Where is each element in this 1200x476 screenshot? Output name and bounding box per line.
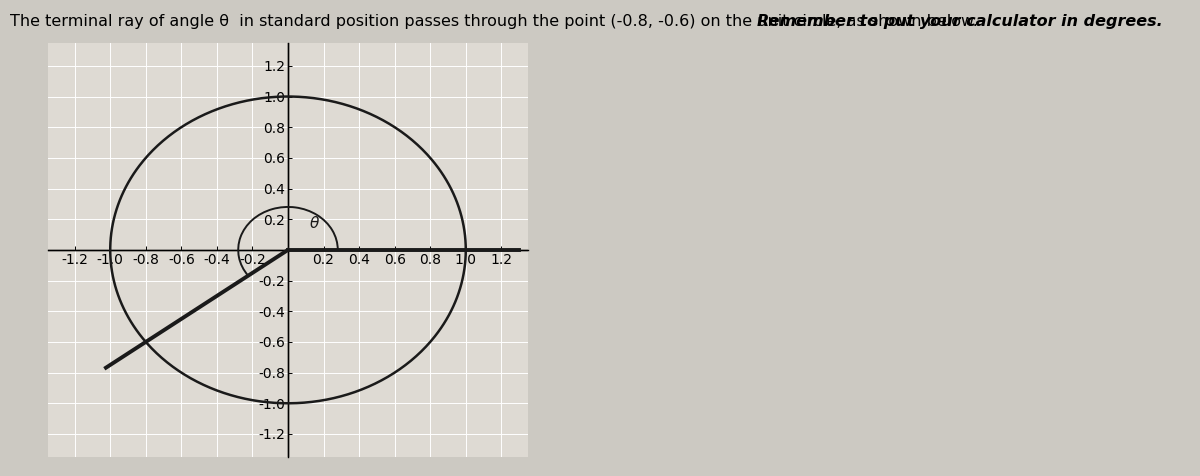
Text: $\theta$: $\theta$ bbox=[310, 216, 320, 231]
Text: The terminal ray of angle θ  in standard position passes through the point (-0.8: The terminal ray of angle θ in standard … bbox=[10, 14, 988, 30]
Text: Remember to put your calculator in degrees.: Remember to put your calculator in degre… bbox=[757, 14, 1163, 30]
